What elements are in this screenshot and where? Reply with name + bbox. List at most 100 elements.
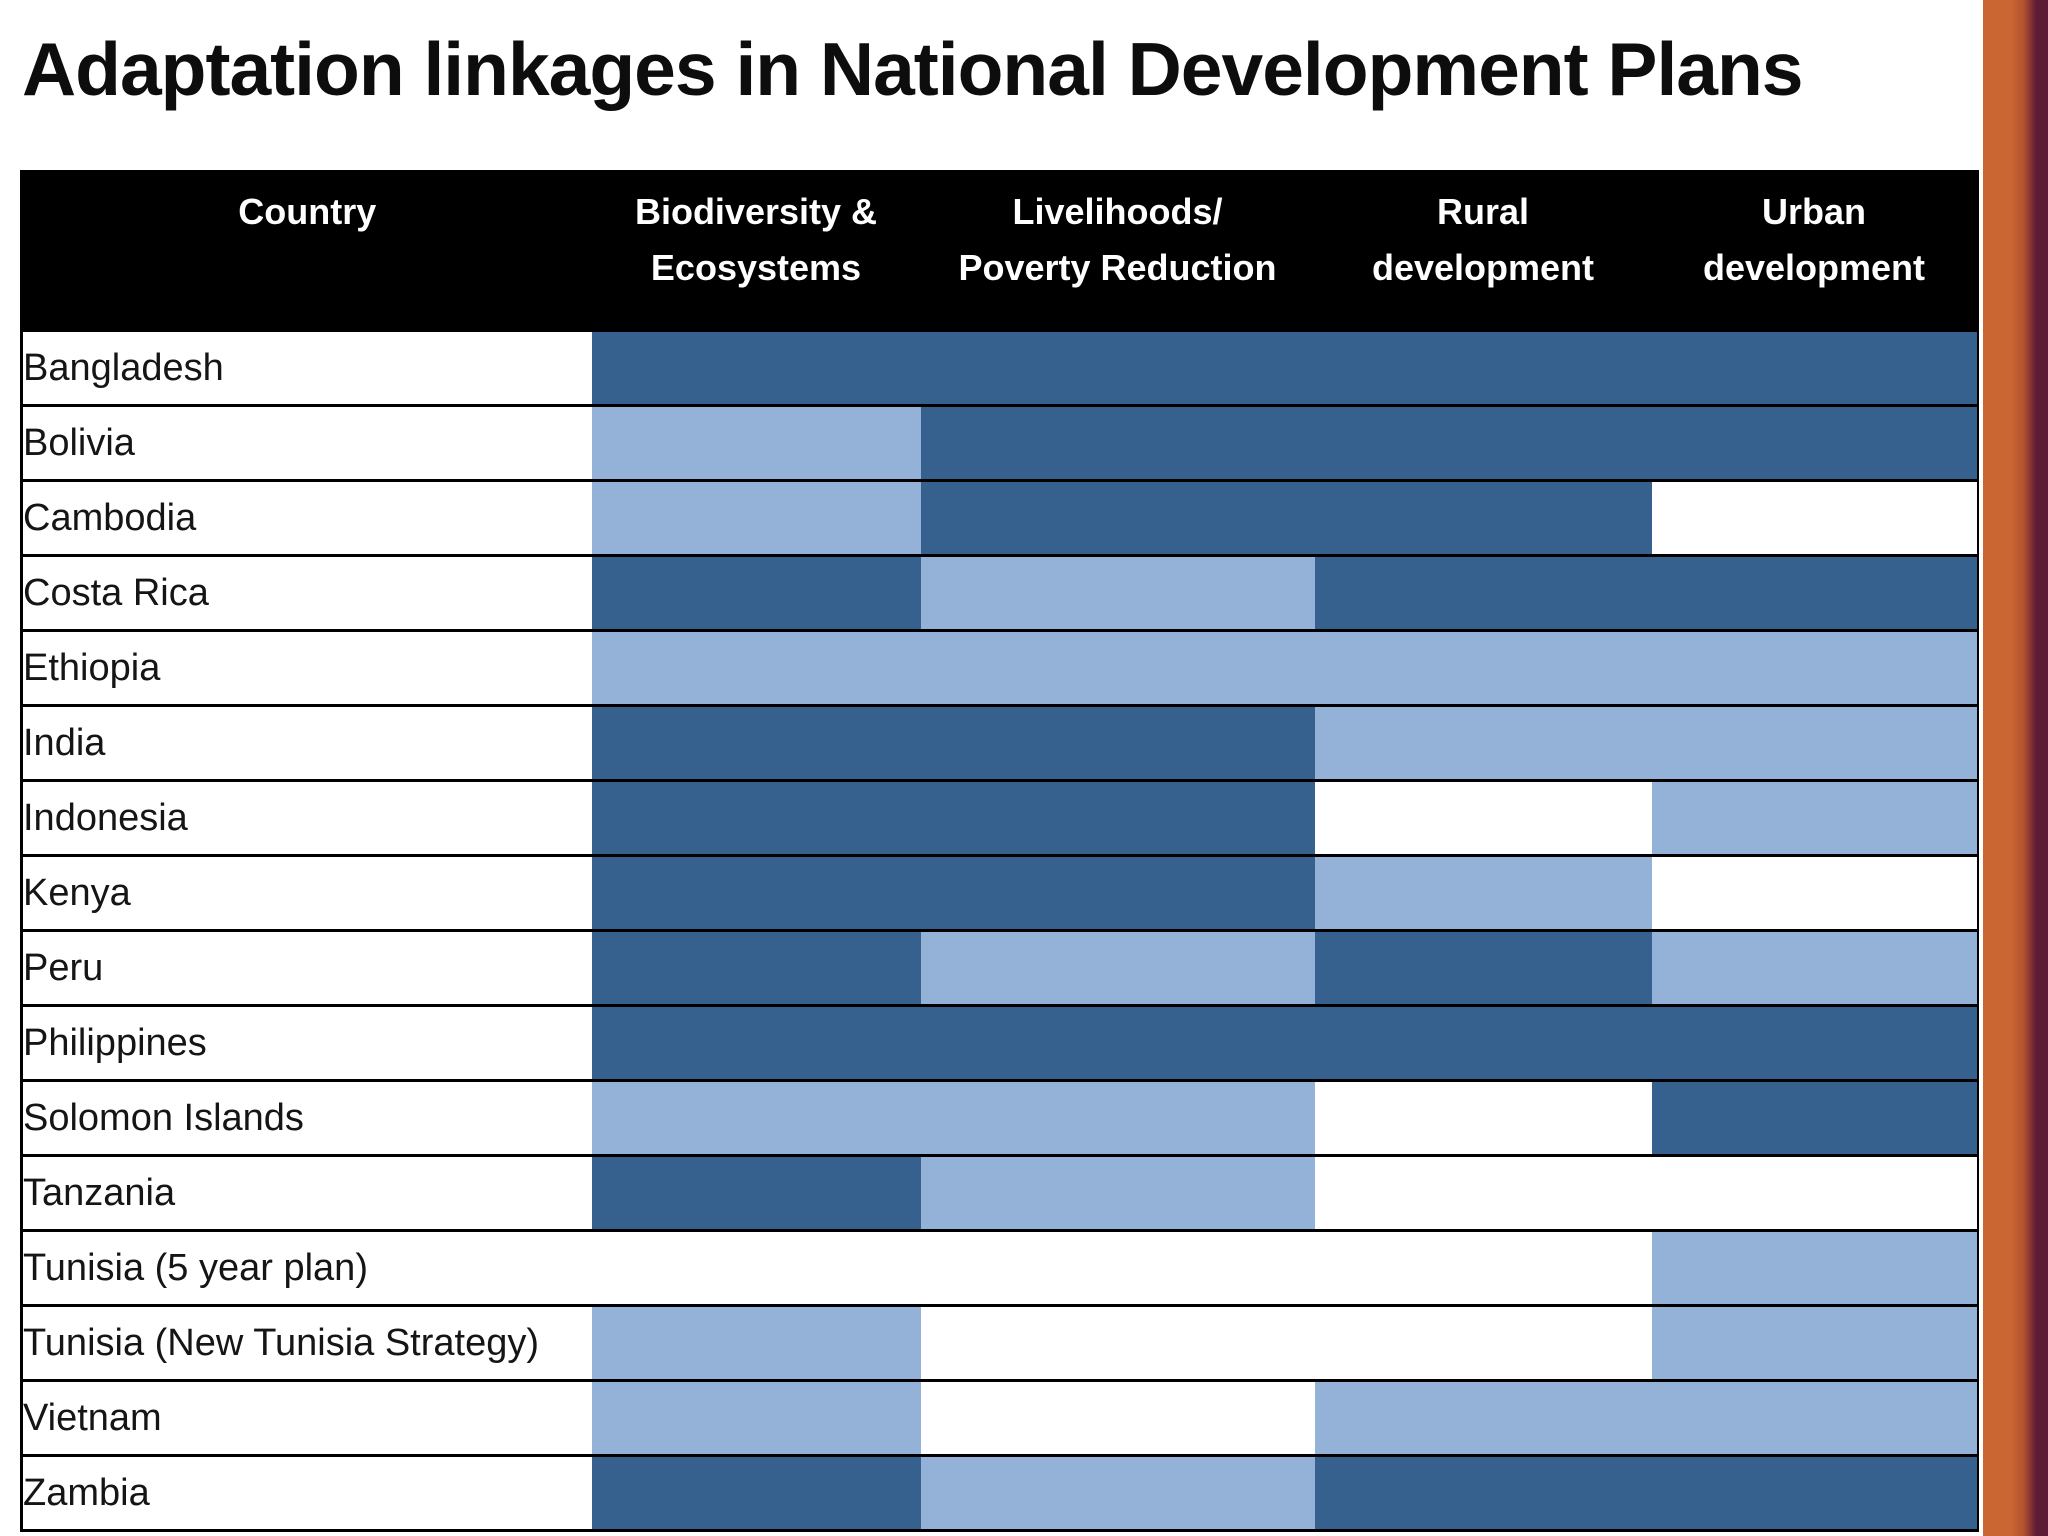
- adaptation-linkages-table: Country Biodiversity & Ecosystems Livelih…: [20, 170, 1979, 1532]
- country-label: Bangladesh: [21, 332, 592, 407]
- cell-urban: [1651, 705, 1978, 782]
- table-row: Bolivia: [21, 405, 1978, 482]
- cell-urban: [1651, 332, 1978, 407]
- table-row: Ethiopia: [21, 630, 1978, 707]
- cell-urban: [1651, 1305, 1978, 1382]
- cell-biodiversity: [591, 630, 921, 707]
- cell-rural: [1314, 1230, 1652, 1307]
- table-row: Philippines: [21, 1005, 1978, 1082]
- cell-urban: [1651, 405, 1978, 482]
- cell-livelihoods: [920, 1380, 1315, 1457]
- cell-biodiversity: [591, 405, 921, 482]
- cell-livelihoods: [920, 1155, 1315, 1232]
- cell-urban: [1651, 780, 1978, 857]
- country-label: Indonesia: [21, 780, 592, 857]
- table-row: Zambia: [21, 1455, 1978, 1532]
- country-label: Kenya: [21, 855, 592, 932]
- header-line1: Rural: [1436, 191, 1530, 232]
- header-line1: Biodiversity &: [634, 191, 878, 232]
- table-row: Tunisia (New Tunisia Strategy): [21, 1305, 1978, 1382]
- table-body: Bangladesh Bolivia Cambodia Costa Rica: [21, 332, 1978, 1532]
- country-label: Costa Rica: [21, 555, 592, 632]
- cell-rural: [1314, 705, 1652, 782]
- cell-livelihoods: [920, 405, 1315, 482]
- cell-biodiversity: [591, 1455, 921, 1532]
- cell-biodiversity: [591, 1005, 921, 1082]
- header-line2: Ecosystems: [650, 247, 862, 288]
- header-line2: Poverty Reduction: [958, 247, 1277, 288]
- cell-biodiversity: [591, 1230, 921, 1307]
- country-label: Philippines: [21, 1005, 592, 1082]
- table-row: Tunisia (5 year plan): [21, 1230, 1978, 1307]
- cell-livelihoods: [920, 1230, 1315, 1307]
- cell-urban: [1651, 1005, 1978, 1082]
- column-header-biodiversity: Biodiversity & Ecosystems: [591, 170, 921, 332]
- table-row: Indonesia: [21, 780, 1978, 857]
- cell-livelihoods: [920, 855, 1315, 932]
- country-label: Vietnam: [21, 1380, 592, 1457]
- cell-biodiversity: [591, 555, 921, 632]
- cell-livelihoods: [920, 555, 1315, 632]
- cell-urban: [1651, 1230, 1978, 1307]
- cell-rural: [1314, 405, 1652, 482]
- country-label: India: [21, 705, 592, 782]
- country-label: Solomon Islands: [21, 1080, 592, 1157]
- cell-rural: [1314, 332, 1652, 407]
- cell-urban: [1651, 1155, 1978, 1232]
- table-row: Costa Rica: [21, 555, 1978, 632]
- right-edge-accent-strip: [1983, 0, 2048, 1536]
- column-header-country: Country: [21, 170, 592, 332]
- table-row: Tanzania: [21, 1155, 1978, 1232]
- country-label: Bolivia: [21, 405, 592, 482]
- cell-rural: [1314, 855, 1652, 932]
- cell-biodiversity: [591, 780, 921, 857]
- cell-urban: [1651, 630, 1978, 707]
- cell-biodiversity: [591, 480, 921, 557]
- cell-rural: [1314, 1080, 1652, 1157]
- cell-livelihoods: [920, 930, 1315, 1007]
- cell-rural: [1314, 1380, 1652, 1457]
- header-line2: development: [1702, 247, 1926, 288]
- cell-urban: [1651, 555, 1978, 632]
- cell-biodiversity: [591, 1155, 921, 1232]
- cell-biodiversity: [591, 332, 921, 407]
- header-line1: Urban: [1761, 191, 1866, 232]
- table-row: Kenya: [21, 855, 1978, 932]
- header-line1: Country: [238, 191, 377, 232]
- cell-urban: [1651, 855, 1978, 932]
- country-label: Zambia: [21, 1455, 592, 1532]
- cell-livelihoods: [920, 1455, 1315, 1532]
- cell-urban: [1651, 1455, 1978, 1532]
- cell-rural: [1314, 930, 1652, 1007]
- cell-biodiversity: [591, 855, 921, 932]
- cell-rural: [1314, 555, 1652, 632]
- table-header: Country Biodiversity & Ecosystems Livelih…: [21, 170, 1978, 332]
- table-row: Vietnam: [21, 1380, 1978, 1457]
- cell-livelihoods: [920, 332, 1315, 407]
- country-label: Tunisia (5 year plan): [21, 1230, 592, 1307]
- country-label: Cambodia: [21, 480, 592, 557]
- cell-rural: [1314, 1155, 1652, 1232]
- cell-livelihoods: [920, 780, 1315, 857]
- cell-livelihoods: [920, 1305, 1315, 1382]
- country-label: Ethiopia: [21, 630, 592, 707]
- cell-livelihoods: [920, 1080, 1315, 1157]
- country-label: Peru: [21, 930, 592, 1007]
- header-line1: Livelihoods/: [1012, 191, 1223, 232]
- table-row: Peru: [21, 930, 1978, 1007]
- header-line2: development: [1371, 247, 1595, 288]
- column-header-urban: Urban development: [1651, 170, 1978, 332]
- cell-livelihoods: [920, 480, 1315, 557]
- cell-biodiversity: [591, 1305, 921, 1382]
- cell-rural: [1314, 780, 1652, 857]
- cell-biodiversity: [591, 705, 921, 782]
- country-label: Tunisia (New Tunisia Strategy): [21, 1305, 592, 1382]
- table-row: India: [21, 705, 1978, 782]
- cell-urban: [1651, 480, 1978, 557]
- cell-biodiversity: [591, 1080, 921, 1157]
- column-header-rural: Rural development: [1314, 170, 1652, 332]
- cell-livelihoods: [920, 1005, 1315, 1082]
- header-row: Country Biodiversity & Ecosystems Livelih…: [21, 170, 1978, 332]
- cell-biodiversity: [591, 930, 921, 1007]
- table-row: Bangladesh: [21, 332, 1978, 407]
